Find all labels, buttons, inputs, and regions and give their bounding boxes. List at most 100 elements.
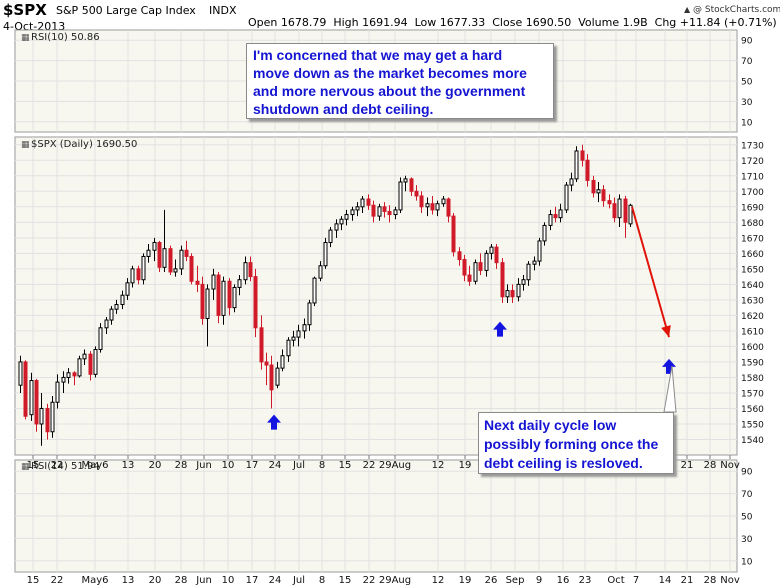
candle-body (184, 249, 189, 257)
x-tick-label: May6 (81, 575, 108, 586)
x-tick-label: 22 (363, 460, 376, 471)
candle-body (55, 381, 60, 403)
candle-body (280, 355, 285, 369)
up-arrow-shape (662, 358, 676, 374)
candle-body (39, 407, 44, 425)
candle-body (141, 255, 146, 281)
stockcharts-credit: ▲ @ StockCharts.com (684, 5, 780, 15)
rsi-bottom-marker-icon: ▦ (21, 462, 30, 472)
candle-body (537, 240, 542, 262)
bottom-note-line: debt ceiling is resloved. (484, 455, 643, 471)
price-tick-label: 1550 (741, 420, 764, 430)
candle-body (189, 255, 194, 282)
x-tick-label: Jul (292, 575, 305, 586)
candle-body (558, 209, 563, 219)
x-tick-label: Jul (292, 460, 305, 471)
x-tick-label: 12 (432, 460, 445, 471)
x-tick-label: 14 (659, 575, 672, 586)
candle-body (542, 224, 547, 242)
candle-body (505, 290, 510, 298)
chart-symbol: $SPX (3, 1, 47, 19)
x-tick-label: 12 (432, 575, 445, 586)
price-marker-icon: ▦ (21, 140, 30, 150)
x-tick-label: 22 (363, 575, 376, 586)
x-tick-label: 29Aug (379, 575, 411, 586)
candle-body (628, 204, 633, 225)
x-tick-label: Nov (720, 575, 740, 586)
candle-body (339, 218, 344, 225)
candle-body (77, 358, 82, 377)
candle-body (259, 327, 264, 363)
x-tick-label: 8 (319, 460, 325, 471)
candle-body (516, 283, 521, 298)
candle-body (532, 260, 537, 265)
y-axis-ticks: 1540 1550 1560 1570 1580 1590 1600 1610 1620 1630… (741, 37, 764, 568)
price-label: $SPX (Daily) 1690.50 (31, 139, 137, 150)
up-triangle-icon: ▲ (684, 5, 691, 14)
price-tick-label: 1730 (741, 141, 764, 151)
x-tick-label: May6 (81, 460, 108, 471)
top-note-line: I'm concerned that we may get a hard (253, 47, 503, 63)
credit-text: @ StockCharts.com (693, 5, 780, 15)
candle-body (489, 246, 494, 254)
candle-body (409, 178, 414, 192)
x-tick-label: 23 (579, 575, 592, 586)
candle-body (162, 248, 167, 268)
candle-body (467, 274, 472, 282)
top-note: I'm concerned that we may get a hard mov… (246, 43, 554, 119)
rsi-top-label: RSI(10) 50.86 (31, 32, 100, 43)
price-tick-label: 1610 (741, 327, 764, 337)
candle-body (350, 209, 355, 216)
candle-body (334, 223, 339, 231)
x-tick-label: 8 (319, 575, 325, 586)
ohlc-readout: Open 1678.79 High 1691.94 Low 1677.33 Cl… (248, 16, 777, 29)
candle-body (72, 372, 77, 377)
candle-body (45, 407, 50, 433)
cycle-low-up-arrow-icon (267, 414, 281, 430)
rsi-top-marker-icon: ▦ (21, 33, 30, 43)
candle-body (457, 251, 462, 261)
candle-body (264, 361, 269, 366)
candle-body (318, 265, 323, 279)
candle-body (591, 179, 596, 194)
candle-body (403, 178, 408, 183)
x-tick-label: 21 (681, 575, 694, 586)
projection-arrowhead-icon (661, 325, 671, 338)
candle-body (275, 367, 280, 386)
price-tick-label: 1690 (741, 203, 764, 213)
candle-body (366, 198, 371, 206)
price-tick-label: 1680 (741, 219, 764, 229)
price-panel (14, 136, 738, 456)
x-tick-label: 13 (122, 460, 135, 471)
candle-body (312, 277, 317, 304)
price-tick-label: 1540 (741, 436, 764, 446)
candle-body (157, 241, 162, 268)
candle-body (328, 229, 333, 243)
candle-body (23, 361, 28, 417)
x-tick-label: Jun (195, 460, 212, 471)
candles (18, 144, 633, 446)
candle-body (569, 178, 574, 186)
candle-body (521, 279, 526, 285)
x-tick-label: 17 (246, 460, 259, 471)
candle-body (387, 210, 392, 216)
price-tick-label: 1620 (741, 312, 764, 322)
candle-body (377, 206, 382, 217)
candle-body (82, 353, 87, 360)
x-tick-label: 17 (246, 575, 259, 586)
x-tick-label: 16 (557, 575, 570, 586)
x-tick-label: 9 (536, 575, 542, 586)
candle-body (580, 150, 585, 161)
candle-body (601, 189, 606, 202)
x-tick-label: 24 (269, 575, 282, 586)
candle-body (585, 159, 590, 181)
candle-body (344, 214, 349, 220)
top-note-line: shutdown and debt ceiling. (253, 101, 434, 117)
x-tick-label: Jun (195, 575, 212, 586)
candle-body (548, 214, 553, 226)
candle-body (286, 339, 291, 357)
rsi-top-tick-label: 70 (741, 57, 753, 67)
candle-body (227, 280, 232, 309)
candle-body (195, 280, 200, 285)
candle-body (564, 184, 569, 211)
